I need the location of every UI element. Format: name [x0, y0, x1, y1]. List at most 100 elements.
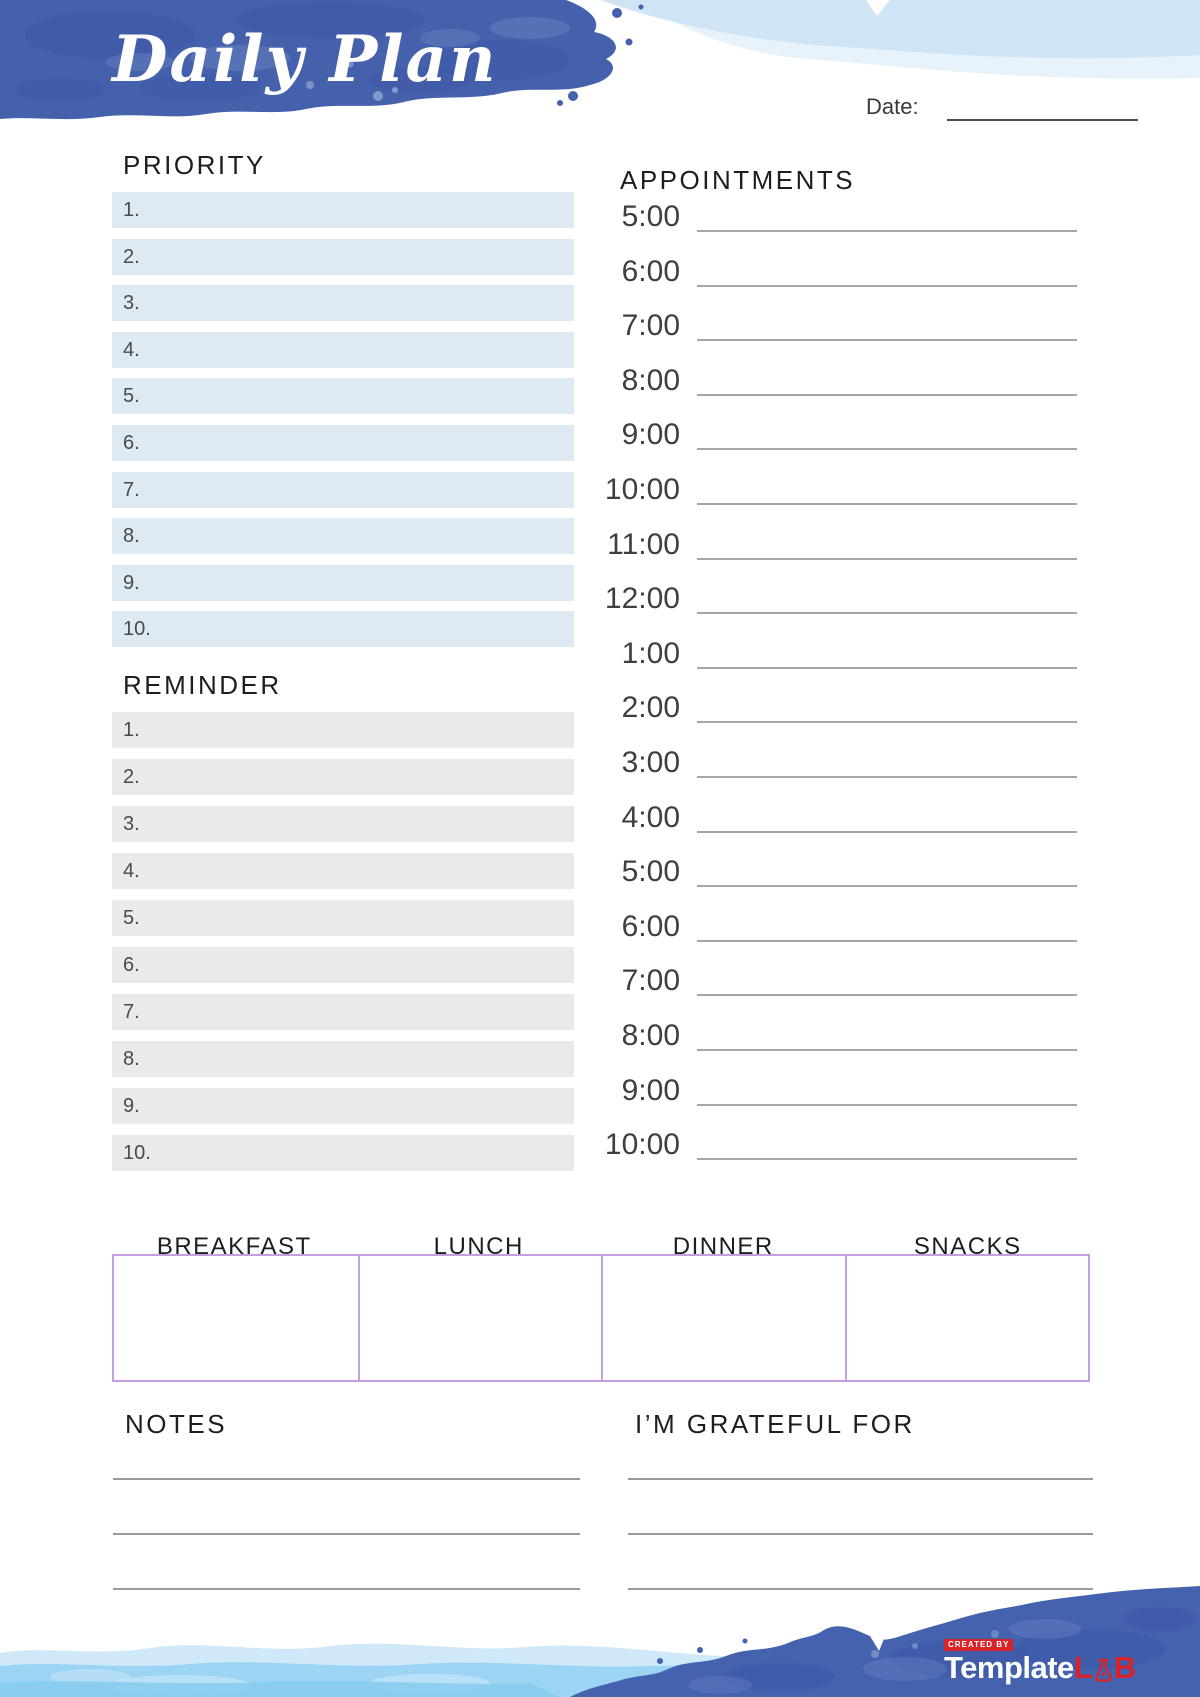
- appointment-line[interactable]: [697, 394, 1077, 396]
- breakfast-box[interactable]: [114, 1256, 358, 1380]
- reminder-row[interactable]: 1.: [112, 712, 574, 748]
- appointment-slot: 12:00: [550, 578, 1077, 615]
- appointment-slot: 6:00: [550, 251, 1077, 288]
- appointment-time: 6:00: [621, 255, 680, 288]
- grateful-line[interactable]: [628, 1533, 1093, 1535]
- appointment-line[interactable]: [697, 940, 1077, 942]
- appointment-time: 7:00: [621, 309, 680, 342]
- appointment-time: 3:00: [621, 746, 680, 779]
- date-label: Date:: [866, 94, 919, 119]
- priority-row-number: 9.: [123, 571, 140, 594]
- appointment-line[interactable]: [697, 1104, 1077, 1106]
- appointment-slot: 10:00: [550, 469, 1077, 506]
- appointment-line[interactable]: [697, 230, 1077, 232]
- appointment-time: 7:00: [621, 964, 680, 997]
- priority-list: 1. 2. 3. 4. 5. 6. 7. 8. 9. 10.: [112, 192, 574, 648]
- appointment-slot: 8:00: [550, 1015, 1077, 1052]
- priority-row[interactable]: 4.: [112, 331, 574, 368]
- priority-row-number: 6.: [123, 431, 140, 454]
- flask-icon: [1094, 1658, 1112, 1682]
- page-title: Daily Plan: [112, 22, 498, 97]
- appointment-slot: 7:00: [550, 305, 1077, 342]
- priority-row[interactable]: 5.: [112, 378, 574, 415]
- appointment-line[interactable]: [697, 1158, 1077, 1160]
- header-watercolor: [0, 0, 1200, 120]
- appointments-heading: APPOINTMENTS: [620, 165, 856, 195]
- priority-row[interactable]: 2.: [112, 238, 574, 275]
- grateful-line[interactable]: [628, 1478, 1093, 1480]
- reminder-row[interactable]: 10.: [112, 1135, 574, 1171]
- appointment-line[interactable]: [697, 448, 1077, 450]
- brand-l-text: L: [1073, 1650, 1093, 1685]
- brand-b-text: B: [1113, 1650, 1137, 1685]
- reminder-row[interactable]: 5.: [112, 900, 574, 936]
- priority-row[interactable]: 7.: [112, 471, 574, 508]
- appointment-line[interactable]: [697, 558, 1077, 560]
- appointment-slot: 2:00: [550, 687, 1077, 724]
- lunch-box[interactable]: [357, 1256, 602, 1380]
- reminder-row[interactable]: 2.: [112, 759, 574, 795]
- notes-line[interactable]: [113, 1533, 580, 1535]
- priority-row-number: 8.: [123, 525, 140, 548]
- appointment-line[interactable]: [697, 667, 1077, 669]
- reminder-row[interactable]: 4.: [112, 853, 574, 889]
- appointment-slot: 9:00: [550, 414, 1077, 451]
- reminder-row[interactable]: 6.: [112, 947, 574, 983]
- reminder-row-number: 8.: [123, 1048, 140, 1070]
- appointment-time: 1:00: [621, 637, 680, 670]
- appointment-line[interactable]: [697, 721, 1077, 723]
- priority-row[interactable]: 6.: [112, 424, 574, 461]
- appointment-time: 4:00: [621, 801, 680, 834]
- reminder-heading: REMINDER: [123, 670, 282, 700]
- date-fill-line[interactable]: [947, 119, 1138, 121]
- reminder-row-number: 3.: [123, 813, 140, 835]
- meal-table: [112, 1254, 1090, 1382]
- reminder-row[interactable]: 9.: [112, 1088, 574, 1124]
- priority-row[interactable]: 3.: [112, 285, 574, 322]
- reminder-row[interactable]: 7.: [112, 994, 574, 1030]
- appointment-time: 2:00: [621, 691, 680, 724]
- templatelab-logo: CREATED BY Template L B: [944, 1634, 1164, 1683]
- footer-watercolor: [0, 1586, 1200, 1697]
- priority-row-number: 7.: [123, 478, 140, 501]
- grateful-heading: I’M GRATEFUL FOR: [635, 1409, 915, 1439]
- reminder-row[interactable]: 3.: [112, 806, 574, 842]
- reminder-row[interactable]: 8.: [112, 1041, 574, 1077]
- appointment-line[interactable]: [697, 994, 1077, 996]
- priority-row-number: 3.: [123, 292, 140, 315]
- appointment-time: 8:00: [621, 364, 680, 397]
- appointment-slot: 3:00: [550, 742, 1077, 779]
- appointment-time: 11:00: [607, 528, 680, 561]
- priority-heading: PRIORITY: [123, 150, 266, 180]
- appointment-time: 9:00: [621, 1074, 680, 1107]
- brand-template-text: Template: [944, 1650, 1074, 1685]
- appointment-line[interactable]: [697, 885, 1077, 887]
- snacks-box[interactable]: [844, 1256, 1089, 1380]
- appointment-line[interactable]: [697, 285, 1077, 287]
- notes-line[interactable]: [113, 1588, 580, 1590]
- reminder-row-number: 10.: [123, 1142, 151, 1164]
- reminder-row-number: 4.: [123, 860, 140, 882]
- appointment-time: 10:00: [604, 1128, 680, 1161]
- dinner-box[interactable]: [601, 1256, 845, 1380]
- priority-row[interactable]: 1.: [112, 192, 574, 228]
- appointment-line[interactable]: [697, 503, 1077, 505]
- priority-row[interactable]: 10.: [112, 611, 574, 648]
- priority-row[interactable]: 8.: [112, 518, 574, 555]
- reminder-row-number: 1.: [123, 719, 140, 741]
- priority-row-number: 5.: [123, 385, 140, 408]
- appointment-slot: 7:00: [550, 960, 1077, 997]
- reminder-row-number: 7.: [123, 1001, 140, 1023]
- grateful-line[interactable]: [628, 1588, 1093, 1590]
- appointment-time: 10:00: [604, 473, 680, 506]
- appointment-line[interactable]: [697, 776, 1077, 778]
- appointment-slot: 5:00: [550, 196, 1077, 233]
- appointment-line[interactable]: [697, 1049, 1077, 1051]
- appointment-line[interactable]: [697, 612, 1077, 614]
- priority-row[interactable]: 9.: [112, 564, 574, 601]
- appointment-line[interactable]: [697, 339, 1077, 341]
- notes-line[interactable]: [113, 1478, 580, 1480]
- appointment-line[interactable]: [697, 831, 1077, 833]
- created-by-badge: CREATED BY: [944, 1639, 1014, 1651]
